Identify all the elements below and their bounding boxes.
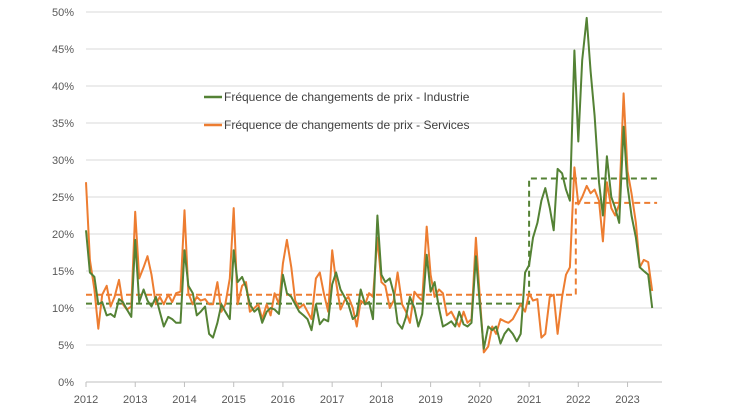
y-tick-label: 10% [52, 303, 74, 315]
reference-line-industrie [86, 177, 658, 305]
x-tick-label: 2014 [172, 394, 196, 406]
y-tick-label: 45% [52, 44, 74, 56]
y-tick-label: 30% [52, 155, 74, 167]
x-tick-label: 2013 [123, 394, 147, 406]
y-tick-label: 50% [52, 7, 74, 19]
y-tick-label: 0% [58, 377, 74, 389]
series-lines [85, 16, 654, 354]
y-tick-label: 40% [52, 81, 74, 93]
x-tick-label: 2016 [271, 394, 295, 406]
legend-label: Fréquence de changements de prix - Servi… [224, 118, 469, 132]
x-tick-label: 2017 [320, 394, 344, 406]
legend-label: Fréquence de changements de prix - Indus… [224, 90, 470, 104]
x-tick-label: 2019 [418, 394, 442, 406]
y-tick-label: 5% [58, 340, 74, 352]
series-line-services [85, 92, 654, 354]
x-tick-label: 2018 [369, 394, 393, 406]
series-line-industrie [85, 16, 654, 350]
axes: 0% 5% 10% 15% 20% 25% 30% 35% 40% 45% 50% 2012 2013 2… [52, 7, 662, 406]
x-tick-label: 2023 [615, 394, 639, 406]
y-tick-label: 25% [52, 192, 74, 204]
y-tick-label: 20% [52, 229, 74, 241]
x-tick-label: 2020 [468, 394, 492, 406]
x-tick-label: 2022 [566, 394, 590, 406]
x-tick-label: 2015 [221, 394, 245, 406]
x-tick-label: 2021 [517, 394, 541, 406]
y-tick-label: 35% [52, 118, 74, 130]
y-tick-label: 15% [52, 266, 74, 278]
legend: Fréquence de changements de prix - Indus… [204, 90, 470, 132]
x-tick-label: 2012 [74, 394, 98, 406]
